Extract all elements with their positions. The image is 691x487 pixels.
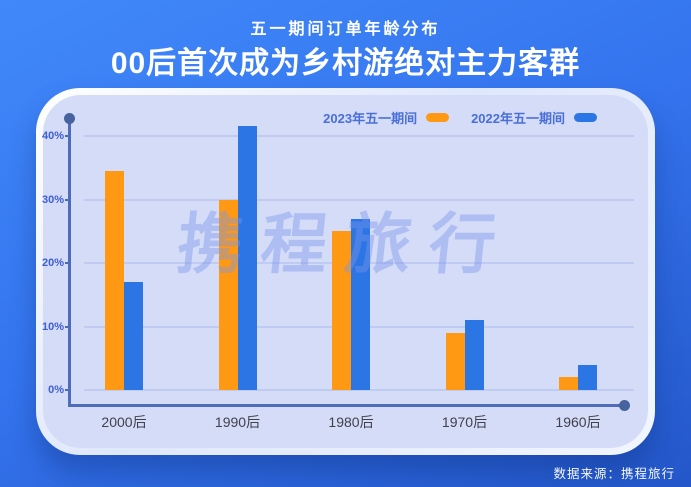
- x-axis-category-label: 2000后: [101, 414, 147, 430]
- bar-2023年五一期间-1960后: [559, 377, 578, 390]
- bar-2022年五一期间-1970后: [464, 320, 484, 390]
- y-axis-tick-mark: [65, 389, 70, 391]
- x-axis-category-label: 1980后: [328, 414, 374, 430]
- y-axis-tick-label: 20%: [41, 257, 64, 269]
- y-axis-end-dot: [64, 113, 75, 124]
- card-content: 2023年五一期间 2022年五一期间 携程旅行 0% 10% 20% 30% 40% 20…: [36, 88, 655, 455]
- y-axis-tick-label: 0%: [48, 384, 64, 396]
- x-axis-category-label: 1990后: [214, 414, 261, 430]
- bar-2022年五一期间-2000后: [124, 282, 143, 390]
- x-axis-end-dot: [619, 400, 630, 411]
- data-source-note: 数据来源：携程旅行: [553, 467, 675, 481]
- y-axis-tick-mark: [65, 325, 70, 328]
- bar-2023年五一期间-2000后: [105, 170, 124, 390]
- page-title: 00后首次成为乡村游绝对主力客群: [110, 47, 581, 80]
- legend-label: 2022年五一期间: [471, 111, 565, 126]
- bar-2022年五一期间-1980后: [351, 218, 370, 390]
- y-axis-tick-label: 40%: [41, 130, 64, 142]
- bar-2022年五一期间-1990后: [237, 126, 257, 390]
- watermark: 携程旅行: [173, 207, 518, 281]
- chart-legend: 2023年五一期间 2022年五一期间: [323, 108, 597, 127]
- y-axis-tick-mark: [65, 198, 70, 201]
- x-axis-category-label: 1960后: [555, 414, 601, 430]
- x-axis-line: [68, 404, 627, 407]
- y-axis-tick-mark: [65, 262, 70, 264]
- y-axis-tick-label: 10%: [41, 320, 64, 333]
- legend-item: 2023年五一期间: [323, 108, 450, 127]
- gridline: [84, 135, 634, 137]
- gridline: [84, 198, 634, 201]
- chart-subtitle: 五一期间订单年龄分布: [250, 21, 441, 38]
- legend-label: 2023年五一期间: [323, 111, 418, 126]
- gridline: [84, 389, 634, 391]
- bar-2023年五一期间-1970后: [445, 332, 465, 390]
- x-axis-category-label: 1970后: [441, 414, 488, 430]
- chart-card: 2023年五一期间 2022年五一期间 携程旅行 0% 10% 20% 30% 40% 20…: [36, 88, 655, 455]
- y-axis-line: [68, 119, 71, 406]
- y-axis-tick-mark: [65, 135, 70, 137]
- legend-swatch: [426, 113, 450, 122]
- bar-2022年五一期间-1960后: [578, 364, 597, 390]
- bar-2023年五一期间-1990后: [218, 199, 238, 390]
- legend-swatch: [574, 113, 597, 122]
- y-axis-tick-label: 30%: [41, 193, 64, 206]
- legend-item: 2022年五一期间: [471, 108, 597, 127]
- bar-2023年五一期间-1980后: [332, 231, 351, 390]
